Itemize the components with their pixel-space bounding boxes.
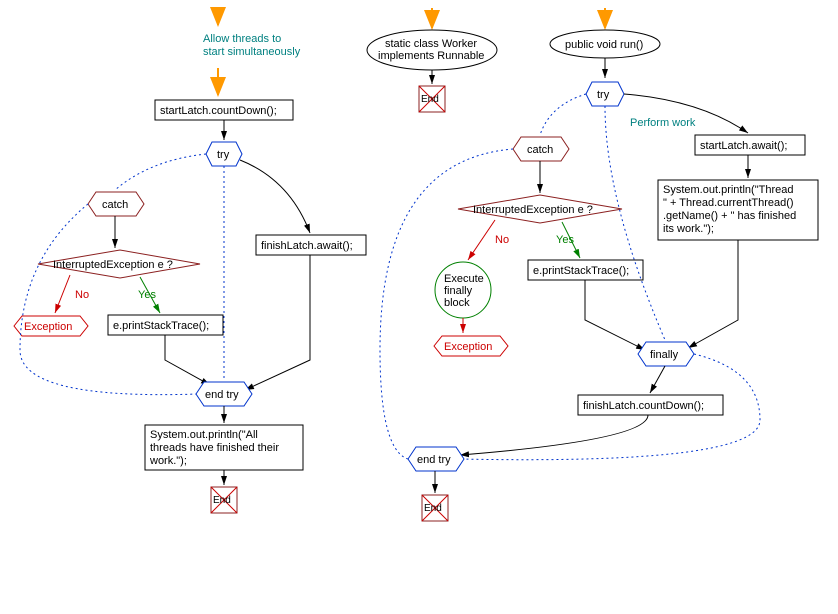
label-catch-right: catch xyxy=(527,144,553,156)
label-no-left: No xyxy=(75,289,89,301)
label-end-left: End xyxy=(213,495,231,506)
label-public-run: public void run() xyxy=(565,39,643,51)
arrow-printstack-finally xyxy=(585,280,645,350)
edge-try-catch-right xyxy=(540,94,586,135)
label-no-right: No xyxy=(495,234,509,246)
comment-allow-threads: Allow threads to start simultaneously xyxy=(203,33,301,58)
label-try-right: try xyxy=(597,89,610,101)
label-exception-right: Exception xyxy=(444,341,492,353)
arrow-countdown-endtry-right xyxy=(460,415,648,455)
arrow-printstack-endtry-left xyxy=(165,335,210,385)
label-finishlatch-countdown: finishLatch.countDown(); xyxy=(583,400,704,412)
label-worker-class: static class Worker implements Runnable xyxy=(378,38,484,62)
label-endtry-left: end try xyxy=(205,389,239,401)
arrow-finally-countdown xyxy=(650,366,665,393)
label-interrupted-right: InterruptedException e ? xyxy=(473,204,593,216)
label-exception-left: Exception xyxy=(24,321,72,333)
label-finally: finally xyxy=(650,349,679,361)
label-await-left: finishLatch.await(); xyxy=(261,240,353,252)
flowchart-canvas: Allow threads to start simultaneously st… xyxy=(0,0,838,614)
arrow-no-right xyxy=(468,220,495,260)
arrow-no-left xyxy=(55,275,70,313)
label-printstack-left: e.printStackTrace(); xyxy=(113,320,209,332)
label-printstack-right: e.printStackTrace(); xyxy=(533,265,629,277)
arrow-try-await-left xyxy=(240,160,310,233)
label-catch-left: catch xyxy=(102,199,128,211)
edge-catch-endtry-dotted-left xyxy=(20,204,198,395)
comment-perform-work: Perform work xyxy=(630,117,696,129)
label-end-mid: End xyxy=(421,94,439,105)
label-try-left: try xyxy=(217,149,230,161)
label-end-right: End xyxy=(424,503,442,514)
arrow-println-finally xyxy=(688,240,738,348)
label-countdown: startLatch.countDown(); xyxy=(160,105,277,117)
edge-try-finally-dotted xyxy=(605,106,665,340)
label-startlatch-await: startLatch.await(); xyxy=(700,140,787,152)
edge-try-catch-left xyxy=(115,154,206,190)
arrow-await-endtry-left xyxy=(245,255,310,390)
label-interrupted-left: InterruptedException e ? xyxy=(53,259,173,271)
label-yes-left: Yes xyxy=(138,289,156,301)
label-endtry-right: end try xyxy=(417,454,451,466)
label-yes-right: Yes xyxy=(556,234,574,246)
